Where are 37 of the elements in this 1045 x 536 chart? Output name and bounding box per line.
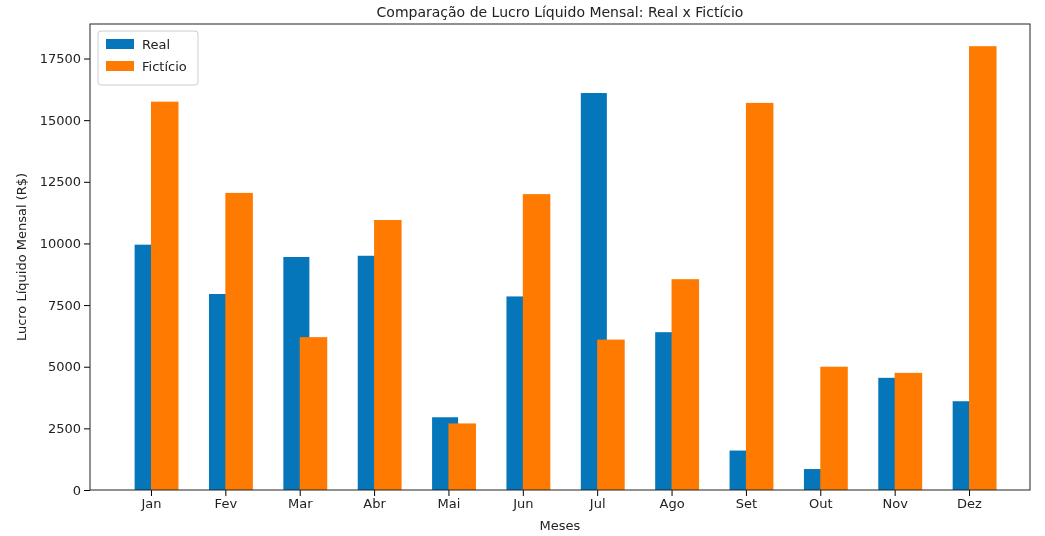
y-tick-label: 7500 (47, 297, 81, 313)
x-axis-title: Meses (539, 518, 581, 533)
bar (150, 101, 179, 490)
y-axis-title: Lucro Líquido Mensal (R$) (14, 172, 29, 342)
x-tick-label: Fev (214, 496, 238, 512)
x-tick-label: Out (809, 496, 833, 512)
bar (374, 220, 402, 490)
x-tick-label: Dez (957, 496, 983, 512)
y-tick-label: 0 (72, 482, 81, 498)
y-tick-label: 12500 (39, 174, 81, 190)
legend-label: Real (142, 37, 171, 52)
bar (448, 423, 476, 490)
bar (745, 102, 774, 490)
legend-label: Fictício (142, 59, 187, 74)
bar (225, 192, 253, 490)
bar (969, 46, 997, 490)
bar (671, 279, 700, 490)
x-tick-label: Nov (882, 496, 909, 512)
y-tick-label: 2500 (47, 421, 81, 437)
x-tick-label: Jun (512, 496, 534, 512)
bar (522, 194, 551, 490)
y-tick-label: 17500 (39, 51, 81, 67)
y-tick-label: 5000 (47, 359, 81, 375)
x-tick-label: Abr (363, 496, 387, 512)
chart-title: Comparação de Lucro Líquido Mensal: Real x Fictício (376, 4, 744, 20)
x-tick-label: Mar (287, 496, 314, 512)
y-tick-label: 10000 (39, 236, 81, 252)
bar (597, 339, 625, 490)
bar (299, 337, 328, 490)
x-tick-label: Jan (140, 496, 162, 512)
bar (894, 372, 923, 490)
x-tick-label: Mai (437, 496, 461, 512)
bar (820, 366, 848, 490)
x-tick-label: Ago (659, 496, 685, 512)
x-tick-label: Set (735, 496, 758, 512)
y-tick-label: 15000 (39, 112, 81, 128)
x-tick-label: Jul (588, 496, 606, 512)
